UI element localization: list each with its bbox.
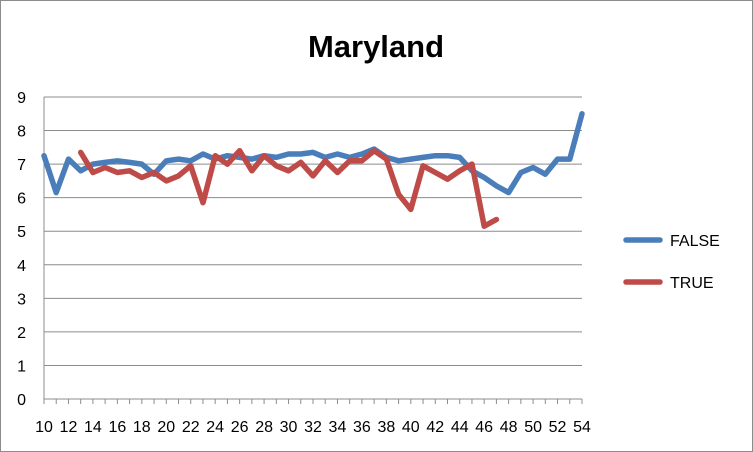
x-tick-label: 38	[377, 419, 395, 436]
x-tick-label: 32	[304, 419, 322, 436]
y-tick-label: 7	[17, 157, 26, 174]
x-tick-label: 46	[475, 419, 493, 436]
series-lines	[41, 111, 585, 229]
x-tick-label: 12	[60, 419, 78, 436]
x-tick-label: 48	[500, 419, 518, 436]
x-tick-label: 24	[206, 419, 224, 436]
x-tick-label: 20	[157, 419, 175, 436]
x-tick-label: 14	[84, 419, 102, 436]
legend-label-true: TRUE	[670, 275, 714, 292]
x-tick-labels: 10 12 14 16 18 20 22 24 26 28 30 32 34 36 38 40 42 44 46 48…	[35, 419, 591, 436]
x-tick-label: 22	[182, 419, 200, 436]
y-tick-label: 4	[17, 258, 26, 275]
x-tick-label: 40	[402, 419, 420, 436]
y-tick-label: 5	[17, 224, 26, 241]
y-tick-label: 6	[17, 191, 26, 208]
series-line-false	[41, 111, 585, 196]
legend: FALSE TRUE	[623, 233, 720, 292]
y-tick-label: 1	[17, 358, 26, 375]
x-tick-label: 16	[108, 419, 126, 436]
x-tick-label: 50	[524, 419, 542, 436]
y-tick-label: 2	[17, 325, 26, 342]
x-tick-label: 42	[426, 419, 444, 436]
x-tick-label: 44	[451, 419, 469, 436]
y-tick-label: 3	[17, 291, 26, 308]
x-tick-label: 10	[35, 419, 53, 436]
x-tick-label: 26	[231, 419, 249, 436]
chart-title: Maryland	[308, 29, 444, 64]
axes	[43, 97, 583, 404]
x-tick-label: 18	[133, 419, 151, 436]
x-tick-label: 30	[280, 419, 298, 436]
x-tick-label: 36	[353, 419, 371, 436]
x-tick-label: 28	[255, 419, 273, 436]
y-tick-label: 9	[17, 90, 26, 107]
series-line-true	[77, 147, 500, 229]
x-tick-label: 52	[549, 419, 567, 436]
y-tick-labels: 0 1 2 3 4 5 6 7 8 9	[17, 90, 26, 409]
y-tick-label: 0	[17, 392, 26, 409]
y-tick-label: 8	[17, 124, 26, 141]
x-tick-label: 34	[329, 419, 347, 436]
legend-label-false: FALSE	[670, 233, 720, 250]
x-tick-label: 54	[573, 419, 591, 436]
gridlines	[44, 96, 582, 366]
